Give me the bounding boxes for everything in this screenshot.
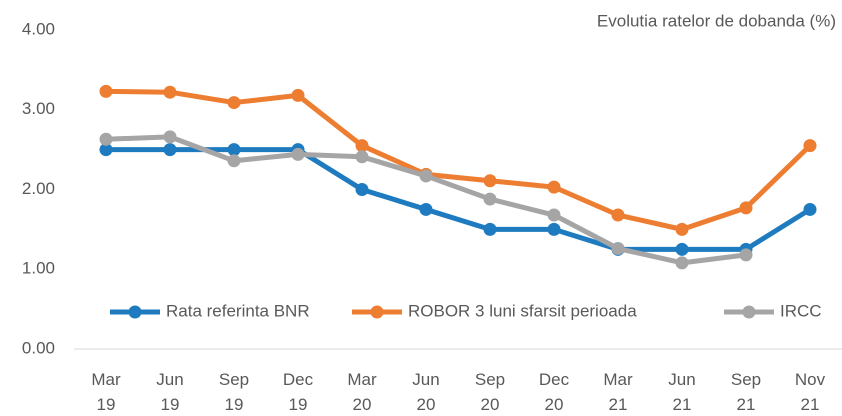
y-tick-label: 3.00 bbox=[22, 99, 55, 118]
legend-label: Rata referinta BNR bbox=[166, 301, 310, 320]
x-tick-label: Jun 21 bbox=[668, 370, 695, 414]
marker bbox=[803, 202, 817, 216]
x-tick-label: Sep 19 bbox=[219, 370, 249, 414]
y-tick-label: 0.00 bbox=[22, 338, 55, 357]
marker bbox=[163, 85, 177, 99]
x-tick-label: Mar 21 bbox=[603, 370, 633, 414]
chart-title: Evolutia ratelor de dobanda (%) bbox=[597, 11, 836, 30]
marker bbox=[99, 143, 113, 157]
marker bbox=[803, 139, 817, 153]
x-tick-label: Jun 19 bbox=[156, 370, 183, 414]
legend-marker bbox=[370, 305, 384, 319]
marker bbox=[547, 208, 561, 222]
x-tick-label: Mar 20 bbox=[347, 370, 377, 414]
series-line bbox=[106, 147, 812, 252]
x-tick-label: Nov 21 bbox=[795, 370, 826, 414]
x-tick-label: Sep 20 bbox=[475, 370, 505, 414]
marker bbox=[291, 147, 305, 161]
marker bbox=[355, 183, 369, 196]
x-tick-label: Jun 20 bbox=[412, 370, 439, 414]
marker bbox=[419, 169, 433, 183]
y-tick-label: 1.00 bbox=[22, 259, 55, 278]
legend-marker bbox=[128, 305, 142, 319]
legend-label: ROBOR 3 luni sfarsit perioada bbox=[408, 301, 637, 320]
marker bbox=[227, 143, 241, 157]
marker bbox=[611, 208, 625, 222]
marker bbox=[99, 84, 113, 98]
marker bbox=[163, 143, 177, 157]
legend-label: IRCC bbox=[780, 301, 822, 320]
marker bbox=[739, 248, 753, 262]
legend-marker bbox=[742, 305, 756, 319]
series-line bbox=[105, 88, 812, 232]
y-tick-label: 4.00 bbox=[22, 19, 55, 38]
x-tick-label: Mar 19 bbox=[91, 370, 121, 414]
y-tick-label: 2.00 bbox=[22, 179, 55, 198]
marker bbox=[355, 139, 369, 153]
marker bbox=[355, 150, 369, 164]
marker bbox=[291, 88, 305, 102]
marker bbox=[675, 256, 689, 270]
marker bbox=[483, 174, 497, 188]
marker bbox=[227, 154, 241, 168]
marker bbox=[675, 222, 689, 236]
marker bbox=[483, 222, 497, 236]
x-tick-label: Dec 19 bbox=[283, 370, 314, 414]
marker bbox=[739, 201, 753, 215]
marker bbox=[547, 222, 561, 236]
marker bbox=[99, 132, 113, 146]
marker bbox=[227, 96, 241, 110]
marker bbox=[163, 130, 177, 144]
x-tick-label: Dec 20 bbox=[539, 370, 570, 414]
marker bbox=[675, 242, 689, 256]
marker bbox=[547, 180, 561, 194]
marker bbox=[483, 192, 497, 206]
x-tick-label: Sep 21 bbox=[731, 370, 761, 414]
marker bbox=[611, 242, 625, 256]
marker bbox=[419, 202, 433, 216]
